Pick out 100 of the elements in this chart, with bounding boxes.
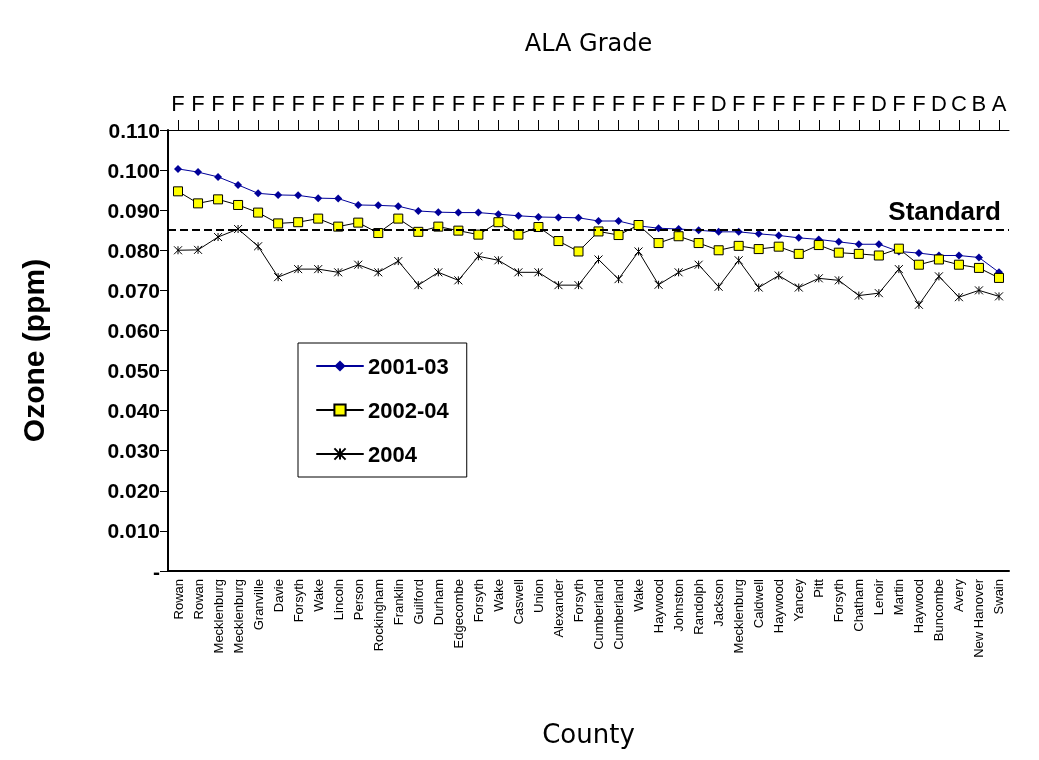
x-tick-label: Chatham: [851, 579, 867, 632]
point: [353, 260, 363, 270]
x-tick-label: Wake: [310, 579, 326, 612]
x-tick-label: Randolph: [691, 579, 707, 635]
point: [294, 191, 303, 200]
point: [873, 250, 884, 261]
point: [493, 255, 503, 265]
text: F: [651, 90, 666, 116]
point: [794, 283, 804, 293]
point: [874, 288, 884, 298]
point: [514, 211, 523, 220]
point: [513, 229, 524, 240]
x-tick-label: Pitt: [811, 578, 827, 598]
text: F: [211, 90, 225, 116]
point: [714, 227, 723, 236]
x-tick-label: Buncombe: [931, 579, 947, 642]
point: [273, 272, 283, 282]
point: [994, 291, 1004, 301]
point: [493, 217, 504, 228]
point: [953, 259, 964, 270]
point: [553, 236, 564, 247]
point: [974, 285, 984, 295]
point: [774, 231, 783, 240]
x-tick-label: Caswell: [510, 578, 526, 625]
point: [634, 246, 644, 256]
point: [374, 201, 383, 210]
point: [893, 243, 904, 254]
point: [313, 264, 323, 274]
point: [574, 213, 583, 222]
text: F: [691, 90, 706, 116]
x-tick-label: Rowan: [190, 579, 206, 620]
point: [833, 247, 844, 258]
point: [614, 274, 624, 284]
x-tick-label: Lenoir: [871, 578, 887, 616]
x-tick-label: Cumberland: [591, 579, 607, 650]
legend-label: 2004: [368, 441, 418, 467]
x-tick-label: Wake: [490, 579, 506, 612]
point: [954, 251, 963, 260]
point: [713, 245, 724, 256]
x-tick-label: Caldwell: [751, 578, 767, 629]
text: F: [431, 90, 446, 116]
point: [314, 194, 323, 203]
text: F: [892, 90, 906, 116]
point: [214, 172, 223, 181]
point: [854, 291, 864, 301]
x-tick-label: Davie: [270, 579, 286, 613]
x-tick-label: New Hanover: [971, 578, 987, 658]
point: [173, 186, 184, 197]
point: [594, 217, 603, 226]
point: [494, 210, 503, 219]
text: D: [930, 90, 947, 116]
point: [413, 280, 423, 290]
text: F: [491, 90, 506, 116]
x2-axis-title: ALA Grade: [524, 29, 653, 57]
point: [734, 255, 744, 265]
text: A: [991, 90, 1007, 116]
point: [934, 271, 944, 281]
point: [313, 213, 324, 224]
y-tick-label: 0.060: [107, 318, 160, 342]
text: F: [291, 90, 305, 116]
point: [393, 256, 403, 266]
point: [234, 180, 243, 189]
point: [533, 267, 543, 277]
point: [433, 267, 443, 277]
point: [253, 241, 263, 251]
x-tick-label: Yancey: [791, 578, 807, 622]
text: F: [271, 90, 285, 116]
point: [854, 240, 863, 249]
x-tick-label: Forsyth: [290, 579, 306, 623]
x-tick-label: Haywood: [911, 579, 927, 634]
y-tick-label: 0.010: [107, 519, 160, 543]
text: F: [671, 90, 686, 116]
text: F: [391, 90, 405, 116]
text: F: [551, 90, 566, 116]
text: F: [251, 90, 265, 116]
x-tick-label: Franklin: [390, 579, 406, 626]
text: F: [792, 90, 806, 116]
point: [193, 198, 204, 209]
text: F: [571, 90, 586, 116]
x-tick-label: Rowan: [170, 579, 186, 620]
x-tick-label: Mecklenburg: [230, 579, 246, 654]
y-tick-label: 0.020: [107, 479, 160, 503]
point: [393, 213, 404, 224]
text: F: [471, 90, 486, 116]
text: F: [231, 90, 245, 116]
text: F: [371, 90, 385, 116]
point: [834, 237, 843, 246]
text: F: [631, 90, 646, 116]
point: [914, 300, 924, 310]
x-tick-label: Guilford: [410, 579, 426, 625]
point: [933, 254, 944, 265]
y-tick-label: 0.070: [107, 278, 160, 302]
point: [353, 217, 364, 228]
point: [754, 283, 764, 293]
point: [213, 232, 223, 242]
point: [354, 200, 363, 209]
x-tick-label: Cumberland: [611, 579, 627, 650]
point: [473, 229, 484, 240]
y-tick-label: 0.040: [107, 399, 160, 423]
point: [674, 267, 684, 277]
